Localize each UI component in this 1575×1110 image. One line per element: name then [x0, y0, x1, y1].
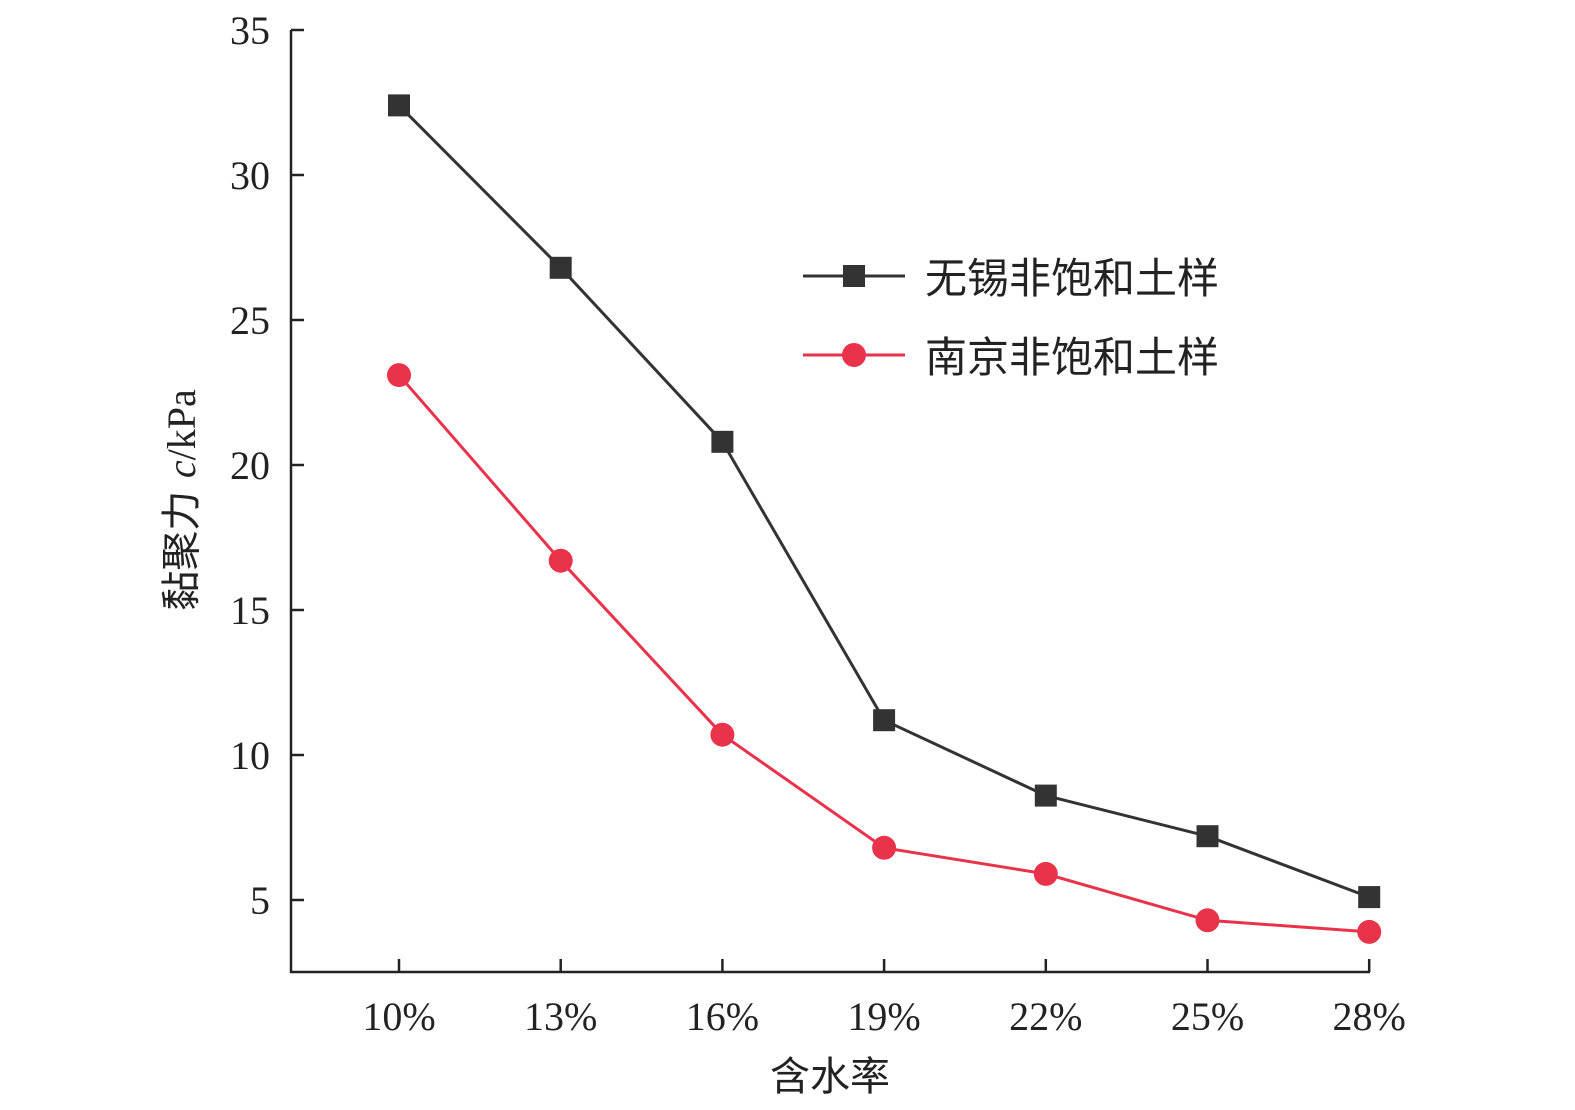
- x-tick-label: 22%: [1009, 994, 1082, 1039]
- x-tick-label: 10%: [362, 994, 435, 1039]
- legend-marker: [842, 343, 866, 367]
- data-point: [1358, 886, 1381, 909]
- data-point: [1196, 825, 1219, 848]
- data-point: [387, 363, 411, 388]
- data-point: [873, 709, 896, 732]
- x-tick-label: 19%: [847, 994, 920, 1039]
- y-tick-label: 15: [230, 588, 270, 633]
- data-point: [1034, 784, 1057, 807]
- y-tick-label: 30: [230, 153, 270, 198]
- y-tick-label: 5: [250, 878, 270, 923]
- x-tick-label: 13%: [524, 994, 597, 1039]
- y-axis-label: 黏聚力 c/kPa: [159, 389, 205, 611]
- x-tick-label: 28%: [1333, 994, 1406, 1039]
- series-line: [397, 104, 1370, 899]
- data-point: [388, 94, 410, 117]
- x-tick-label: 25%: [1171, 994, 1244, 1039]
- y-tick-label: 20: [230, 443, 270, 488]
- x-axis-label: 含水率: [770, 1054, 890, 1100]
- y-tick-label: 10: [230, 733, 270, 778]
- x-tick-label: 16%: [686, 994, 759, 1039]
- data-point: [549, 256, 572, 279]
- series-0: [388, 94, 1381, 909]
- data-point: [1033, 861, 1058, 886]
- y-tick-label: 35: [230, 8, 270, 53]
- series-1: [387, 363, 1382, 944]
- data-point: [710, 722, 735, 747]
- data-point: [1357, 919, 1382, 944]
- y-tick-label: 25: [230, 298, 270, 343]
- data-point: [711, 430, 734, 453]
- data-point: [1195, 908, 1220, 933]
- legend-label: 无锡非饱和土样: [925, 254, 1219, 303]
- legend-label: 南京非饱和土样: [925, 333, 1219, 382]
- data-point: [872, 835, 897, 860]
- data-point: [548, 548, 573, 573]
- legend-marker: [843, 265, 865, 287]
